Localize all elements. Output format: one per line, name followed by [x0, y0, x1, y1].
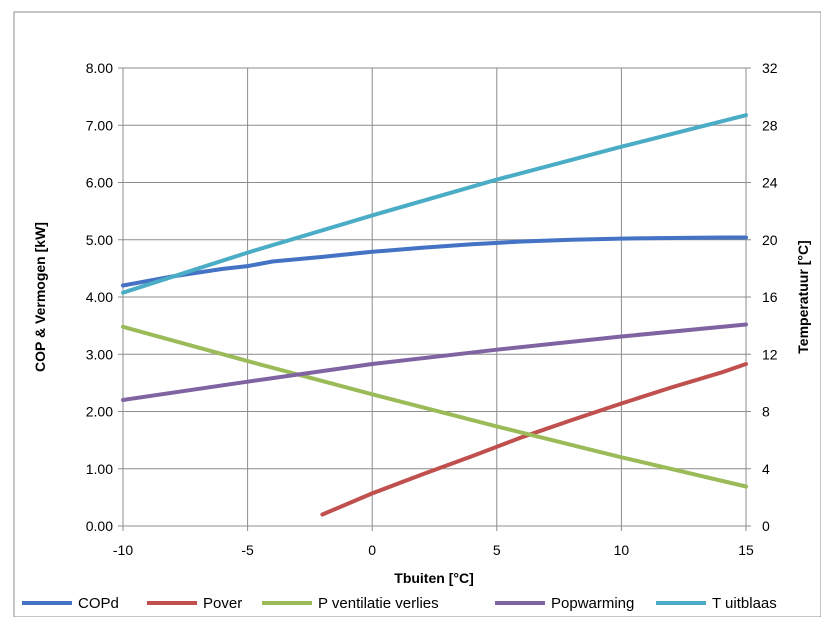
- tick-labels: 0.00 1.00 2.00 3.00 4.00 5.00 6.00 7.00 8.00 0 4 8 1…: [86, 60, 778, 558]
- series-line-t-uitblaas: [121, 113, 748, 295]
- y2-tick-label: 24: [762, 175, 778, 191]
- y2-tick-label: 4: [762, 461, 770, 477]
- y-tick-label: 4.00: [86, 289, 113, 305]
- y-tick-label: 3.00: [86, 346, 113, 362]
- y2-axis-title: Temperatuur [°C]: [795, 240, 811, 353]
- x-tick-label: -10: [113, 542, 133, 558]
- y2-tick-label: 12: [762, 346, 778, 362]
- legend-label-pover: Pover: [203, 595, 242, 612]
- legend-label-popwarming: Popwarming: [551, 595, 634, 612]
- y-tick-label: 7.00: [86, 117, 113, 133]
- series-line-popwarming: [121, 322, 748, 402]
- legend: COPd Pover P ventilatie verlies Popwarming T…: [22, 595, 777, 612]
- y-axis-title: COP & Vermogen [kW]: [32, 222, 48, 372]
- x-tick-label: 15: [738, 542, 754, 558]
- y-tick-label: 0.00: [86, 518, 113, 534]
- series-layer: [121, 113, 748, 517]
- series-line-p-ventilatie-verlies: [121, 324, 748, 489]
- x-tick-label: 5: [493, 542, 501, 558]
- y2-tick-label: 20: [762, 232, 778, 248]
- y-tick-label: 5.00: [86, 232, 113, 248]
- legend-label-t-uitblaas: T uitblaas: [712, 595, 777, 612]
- y2-tick-label: 32: [762, 60, 778, 76]
- x-axis-title: Tbuiten [°C]: [394, 570, 473, 586]
- series-line-copd: [121, 235, 748, 288]
- y2-tick-label: 0: [762, 518, 770, 534]
- x-tick-label: 0: [368, 542, 376, 558]
- chart-frame: [13, 11, 821, 617]
- x-tick-label: -5: [241, 542, 254, 558]
- y-tick-label: 1.00: [86, 461, 113, 477]
- y2-tick-label: 16: [762, 289, 778, 305]
- legend-label-copd: COPd: [78, 595, 119, 612]
- legend-label-p-ventilatie-verlies: P ventilatie verlies: [318, 595, 439, 612]
- y2-tick-label: 8: [762, 404, 770, 420]
- y2-tick-label: 28: [762, 117, 778, 133]
- y-tick-label: 2.00: [86, 404, 113, 420]
- x-tick-label: 10: [614, 542, 630, 558]
- y-tick-label: 6.00: [86, 175, 113, 191]
- series-line-pover: [320, 362, 748, 517]
- y-tick-label: 8.00: [86, 60, 113, 76]
